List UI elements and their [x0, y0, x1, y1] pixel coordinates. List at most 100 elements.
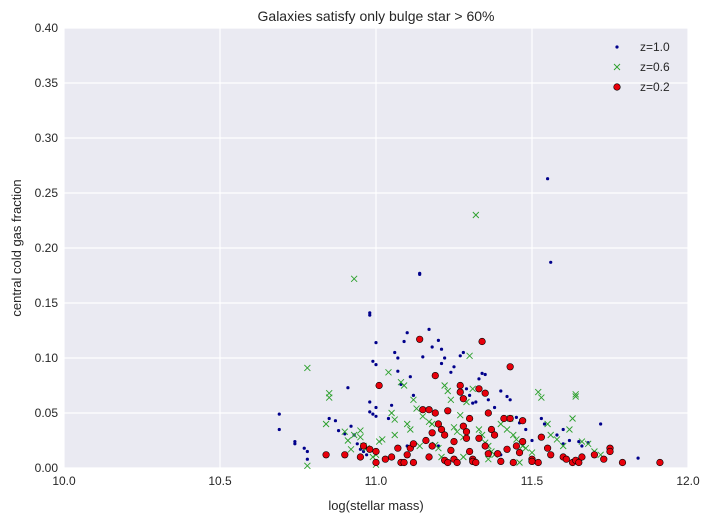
point-z1 [505, 394, 509, 399]
point-z02 [534, 458, 542, 467]
point-z1 [443, 356, 447, 360]
legend-label-z1: z=1.0 [640, 40, 670, 54]
point-z06 [350, 275, 358, 283]
point-z02 [459, 422, 467, 430]
point-z1 [477, 377, 481, 381]
point-z1 [371, 359, 375, 363]
y-tick-label: 0.40 [35, 21, 59, 35]
point-z02 [487, 425, 496, 434]
point-z06 [503, 426, 511, 433]
point-z02 [519, 417, 527, 425]
point-z02 [356, 453, 365, 461]
series-z-0-2 [322, 335, 664, 467]
point-z1 [302, 446, 306, 450]
point-z1 [396, 369, 400, 373]
point-z02 [431, 409, 439, 417]
point-z02 [562, 455, 570, 463]
point-z02 [490, 431, 499, 439]
point-z1 [374, 363, 378, 367]
x-tick-label: 11.0 [365, 474, 388, 488]
point-z1 [436, 338, 440, 342]
point-z1 [474, 400, 478, 404]
point-z1 [371, 412, 375, 416]
point-z1 [636, 456, 640, 460]
point-z06 [425, 418, 433, 426]
point-z02 [494, 450, 502, 458]
point-z02 [456, 381, 464, 390]
point-z1 [293, 440, 297, 444]
legend-marker-z02 [613, 83, 621, 91]
point-z02 [422, 436, 430, 445]
point-z02 [481, 442, 489, 450]
point-z02 [497, 457, 505, 466]
point-z02 [322, 451, 330, 459]
point-z06 [347, 445, 355, 453]
point-z02 [543, 444, 552, 452]
point-z06 [403, 420, 411, 428]
point-z02 [409, 440, 418, 448]
point-z06 [578, 438, 586, 445]
point-z1 [349, 424, 353, 428]
point-z1 [439, 361, 444, 366]
point-z06 [447, 396, 455, 404]
point-z06 [385, 368, 392, 376]
point-z02 [578, 453, 586, 461]
point-z06 [475, 426, 483, 433]
point-z06 [444, 387, 452, 395]
point-z02 [478, 337, 486, 346]
point-z06 [413, 405, 420, 412]
point-z06 [410, 396, 417, 404]
point-z06 [407, 426, 414, 433]
point-z1 [368, 313, 372, 317]
point-z1 [355, 442, 359, 446]
y-axis-label: central cold gas fraction [9, 179, 24, 316]
point-z06 [460, 453, 467, 461]
point-z1 [277, 427, 281, 432]
point-z06 [584, 440, 592, 448]
point-z1 [480, 371, 484, 375]
point-z06 [572, 393, 579, 400]
point-z02 [606, 447, 614, 456]
point-z02 [388, 453, 396, 461]
point-z02 [375, 381, 383, 390]
point-z06 [428, 420, 436, 428]
legend: z=1.0 z=0.6 z=0.2 [613, 40, 670, 94]
point-z06 [522, 444, 530, 452]
point-z02 [590, 451, 599, 459]
point-z06 [544, 420, 551, 428]
point-z02 [600, 455, 608, 463]
point-z06 [453, 428, 461, 436]
point-z06 [435, 444, 442, 452]
point-z02 [372, 447, 380, 456]
point-z1 [599, 422, 603, 426]
point-z06 [456, 411, 464, 419]
point-z02 [503, 445, 511, 453]
point-z1 [374, 414, 378, 418]
point-z1 [542, 422, 547, 426]
point-z1 [508, 398, 512, 402]
point-z1 [421, 355, 425, 359]
point-z02 [400, 458, 408, 467]
point-z06 [304, 462, 311, 470]
point-z06 [304, 364, 311, 372]
data-points [277, 177, 664, 470]
point-z02 [500, 414, 508, 423]
point-z06 [528, 449, 536, 456]
point-z1 [561, 427, 565, 432]
point-z1 [439, 347, 444, 351]
point-z06 [469, 385, 477, 393]
point-z06 [566, 426, 573, 433]
point-z1 [327, 416, 331, 421]
point-z1 [499, 389, 503, 393]
point-z02 [359, 442, 368, 450]
point-z1 [390, 403, 394, 407]
point-z1 [514, 415, 519, 419]
point-z02 [512, 442, 521, 450]
point-z02 [441, 431, 449, 439]
point-z02 [444, 458, 452, 467]
point-z1 [555, 433, 559, 437]
point-z1 [461, 350, 465, 355]
point-z06 [538, 394, 545, 401]
point-z1 [492, 405, 497, 410]
point-z1 [458, 354, 462, 358]
